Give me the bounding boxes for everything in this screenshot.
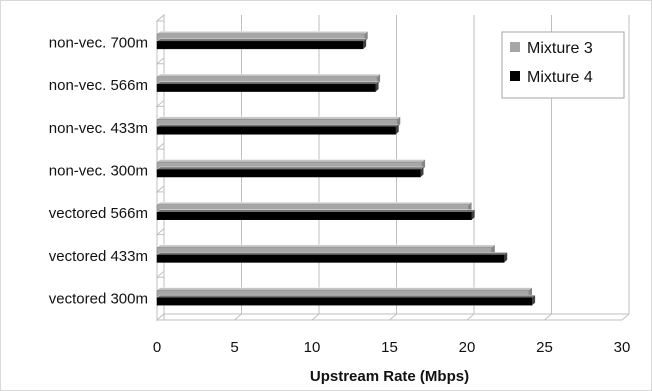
x-tick-label-2: 10	[304, 339, 321, 356]
bar-end	[532, 295, 536, 306]
x-tick-label-3: 15	[381, 339, 398, 356]
bar-top	[156, 252, 508, 256]
wall-mark-4	[155, 142, 165, 150]
bar-mixture-3-5	[156, 73, 381, 85]
x-tick-label-4: 20	[459, 339, 476, 356]
floor-line-6	[621, 313, 630, 321]
legend-box	[501, 31, 625, 99]
category-label-2: vectored 566m	[49, 205, 148, 222]
category-label-0: vectored 300m	[49, 291, 148, 308]
bar-face	[156, 83, 376, 92]
bar-top	[156, 287, 533, 291]
bar-end	[420, 167, 424, 177]
bar-face	[156, 126, 396, 135]
bar-mixture-4-3	[156, 166, 425, 178]
bar-top	[156, 31, 369, 35]
x-tick-label-0: 0	[153, 339, 161, 356]
legend-label-mixture-3: Mixture 3	[527, 40, 593, 57]
legend-swatch-mixture-3	[510, 42, 520, 52]
bar-face	[156, 169, 421, 178]
category-label-6: non-vec. 700m	[49, 34, 148, 51]
bar-mixture-4-0	[156, 294, 536, 306]
legend: Mixture 3 Mixture 4	[501, 31, 625, 99]
bar-mixture-4-4	[156, 124, 400, 135]
bar-mixture-4-6	[156, 38, 367, 50]
x-axis-title: Upstream Rate (Mbps)	[310, 368, 469, 385]
category-label-4: non-vec. 433m	[49, 120, 148, 137]
x-tick-label-1: 5	[230, 339, 238, 356]
wall-mark-5	[155, 99, 165, 107]
category-label-5: non-vec. 566m	[49, 77, 148, 94]
wall-mark-3	[155, 184, 165, 193]
bar-end	[375, 81, 379, 92]
x-tick-label-5: 25	[536, 339, 553, 356]
bars-group	[156, 31, 536, 306]
bar-end	[363, 38, 367, 49]
bar-top	[156, 81, 380, 85]
legend-label-mixture-4: Mixture 4	[527, 69, 593, 86]
floor-line-2	[311, 313, 320, 321]
bar-top	[156, 38, 367, 42]
bar-top	[156, 73, 381, 77]
bar-top	[156, 202, 473, 205]
bar-top	[156, 159, 426, 163]
bar-mixture-4-5	[156, 81, 380, 92]
bar-top	[156, 244, 496, 248]
x-tick-label-6: 30	[614, 339, 631, 356]
bar-top	[156, 294, 536, 298]
wall-mark-7	[155, 13, 165, 22]
floor-line-5	[544, 313, 552, 321]
bar-end	[395, 124, 399, 135]
bar-mixture-3-1	[156, 244, 496, 256]
floor-line-1	[234, 313, 242, 321]
bar-mixture-4-2	[156, 209, 476, 220]
bar-face	[156, 254, 505, 263]
bar-mixture-3-2	[156, 202, 473, 213]
bar-face	[156, 297, 533, 306]
bar-end	[471, 209, 475, 220]
bar-top	[156, 124, 400, 127]
bar-face	[156, 211, 472, 220]
wall-mark-1	[155, 270, 165, 278]
bar-face	[156, 41, 364, 50]
category-labels: vectored 300m vectored 433m vectored 566m n…	[49, 34, 148, 307]
bar-mixture-4-1	[156, 252, 508, 263]
category-label-1: vectored 433m	[49, 248, 148, 265]
wall-mark-6	[155, 56, 165, 65]
bar-top	[156, 116, 401, 120]
x-tick-labels: 0 5 10 15 20 25 30	[153, 339, 631, 356]
floor-line-3	[389, 313, 397, 321]
wall-mark-2	[155, 227, 165, 236]
bar-mixture-3-0	[156, 287, 533, 298]
legend-swatch-mixture-4	[510, 71, 520, 81]
category-label-3: non-vec. 300m	[49, 163, 148, 180]
bar-top	[156, 166, 425, 170]
floor-line-4	[466, 313, 475, 321]
bar-mixture-3-3	[156, 159, 426, 170]
bar-end	[504, 252, 508, 263]
bar-top	[156, 209, 476, 213]
wall-mark-0	[155, 312, 165, 321]
